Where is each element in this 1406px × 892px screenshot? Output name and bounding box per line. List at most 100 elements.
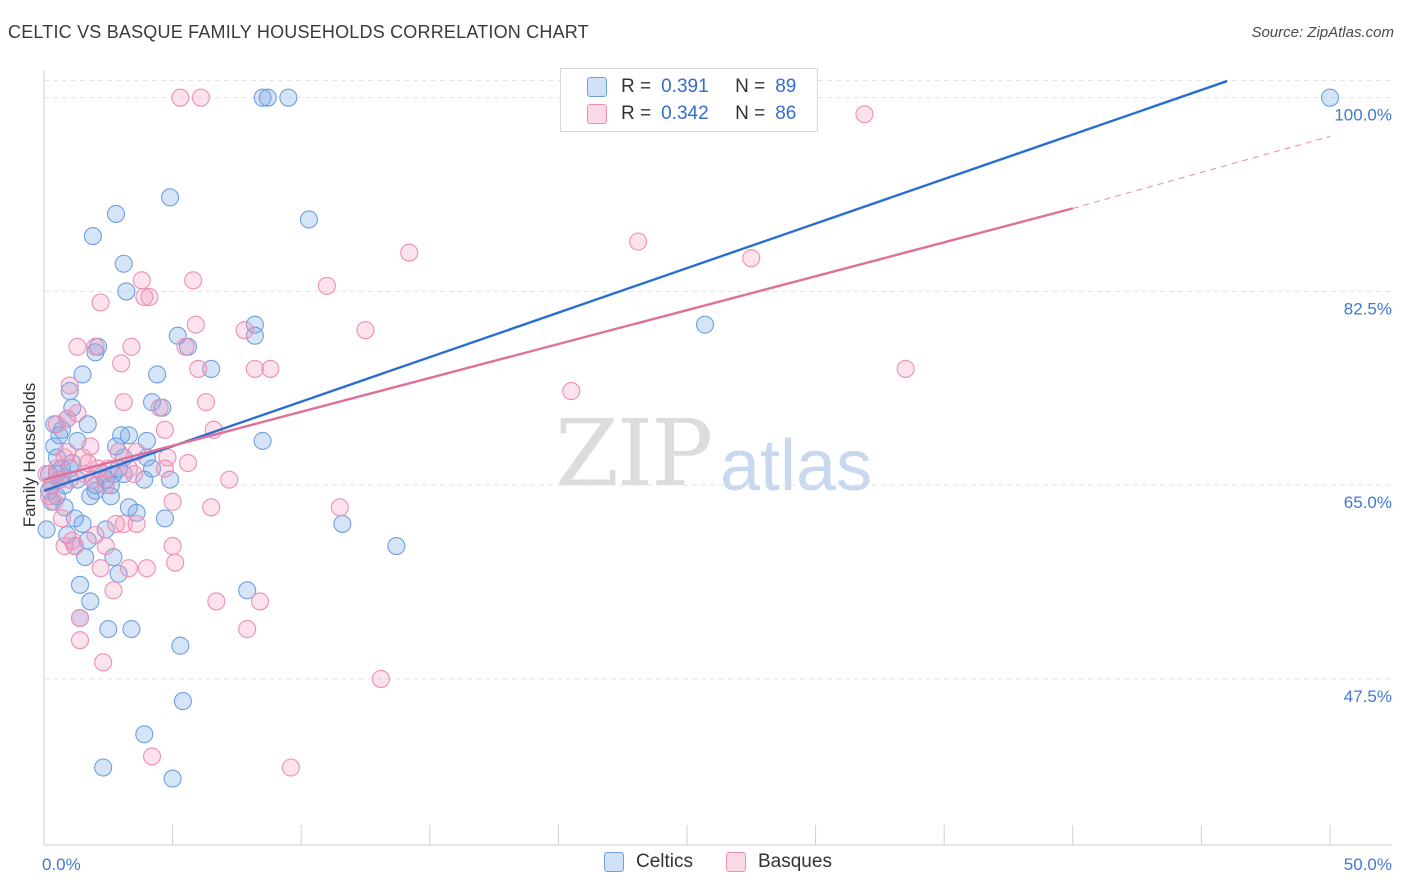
basques-point [114,393,133,412]
basques-point [261,359,280,378]
basques-point [220,470,239,489]
basques-point [86,337,105,356]
basques-point [191,88,210,107]
basques-point [155,459,174,478]
basques-point [371,669,390,688]
basques-point [186,315,205,334]
celtics-point [135,725,154,744]
n-label: N = [735,103,766,124]
celtics-point [70,575,90,594]
celtics-point [155,509,174,528]
celtics-point [137,431,156,450]
celtics-point [202,359,221,378]
celtics-point [245,326,264,345]
basques-point [196,393,216,412]
basques-point [629,232,648,251]
celtics-point [163,769,182,788]
basques-point [238,620,257,639]
y-tick-label: 82.5% [1344,299,1392,318]
celtics-point [695,315,715,334]
legend-item-basques[interactable]: Basques [726,851,832,873]
celtics-point [387,537,406,556]
celtics-point [99,620,118,639]
basques-point [45,492,64,511]
celtics-point [238,581,257,600]
source-label: Source: ZipAtlas.com [1251,24,1394,41]
stats-legend-row-celtics: R = 0.391 N = 89 [587,75,796,99]
r-value: 0.391 [661,76,709,97]
stats-legend: R = 0.391 N = 89 R = 0.342 N = 86 [560,68,818,132]
legend-label: Celtics [636,851,694,872]
celtics-swatch [604,852,624,872]
legend-item-celtics[interactable]: Celtics [604,851,693,873]
basques-point [106,514,126,533]
celtics-point [122,620,141,639]
celtics-point [106,204,126,223]
r-value: 0.342 [661,103,709,124]
y-tick-label: 100.0% [1334,106,1392,125]
celtics-point [63,398,82,417]
basques-swatch [587,104,607,124]
celtics-point [142,459,162,478]
basques-point [317,276,336,295]
basques-point [400,243,419,262]
basques-point [114,514,133,533]
basques-point [330,498,349,517]
basques-point [52,509,72,528]
basques-point [166,553,185,572]
r-label: R = [621,103,652,124]
legend-label: Basques [758,851,832,872]
basques-point [150,398,169,417]
x-tick-label: 50.0% [1344,855,1392,874]
n-value: 86 [775,103,797,124]
celtics-point [119,426,138,445]
basques-point [178,453,198,473]
celtics-point [1320,88,1340,107]
basques-point [235,321,254,340]
celtics-point [160,470,180,489]
basques-point [137,559,156,578]
celtics-point [253,431,272,450]
basques-point [70,631,90,650]
celtics-point [78,415,97,434]
basques-point [140,287,159,307]
celtics-point [279,88,298,107]
basques-point [163,537,182,556]
celtics-point [258,88,277,107]
celtics-trend-line [43,79,1228,492]
basques-point [68,404,87,423]
basques-point [86,525,105,545]
basques-point [855,105,874,124]
celtics-point [81,592,100,611]
series-legend: Celtics Basques [0,851,1406,877]
celtics-point [73,514,92,533]
celtics-point [299,210,318,229]
celtics-point [173,692,192,711]
celtics-point [37,520,56,539]
basques-point [91,293,110,312]
basques-point [158,448,177,467]
celtics-point [73,365,92,384]
basques-point [124,465,144,484]
basques-point [65,537,84,556]
basques-point [58,442,77,462]
basques-point [119,559,138,578]
basques-point [155,420,174,439]
basques-point [47,415,66,434]
basques-point [171,88,190,107]
celtics-point [148,365,167,384]
y-tick-label: 47.5% [1344,687,1392,706]
basques-point [132,271,151,290]
basques-point [91,559,110,578]
basques-point [70,608,90,628]
basques-point [68,337,87,356]
basques-point [96,537,115,556]
celtics-point [333,514,352,533]
basques-swatch [726,852,746,872]
celtics-point [52,420,72,439]
basques-point [163,492,182,511]
watermark-zip: ZIP [555,400,713,507]
basques-point [207,592,226,611]
celtics-point [55,498,74,517]
basques-trend-extension [1072,135,1331,209]
